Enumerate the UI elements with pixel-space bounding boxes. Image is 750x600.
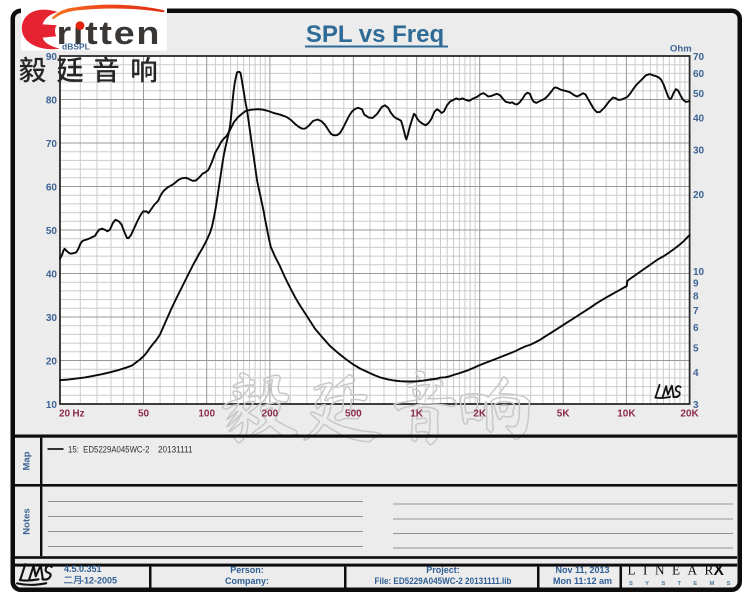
svg-text:4: 4	[693, 368, 699, 379]
svg-text:3: 3	[693, 400, 699, 411]
svg-text:20131111: 20131111	[158, 445, 193, 455]
svg-text:X: X	[714, 562, 725, 579]
svg-text:40: 40	[46, 269, 58, 280]
svg-text:70: 70	[46, 139, 58, 150]
svg-text:10: 10	[46, 400, 58, 411]
svg-text:100: 100	[198, 409, 215, 420]
svg-text:SPL vs Freq: SPL vs Freq	[306, 21, 444, 48]
svg-text:90: 90	[46, 52, 58, 63]
svg-text:10: 10	[693, 267, 705, 278]
svg-text:500: 500	[345, 409, 362, 420]
svg-text:80: 80	[46, 95, 58, 106]
svg-text:4.5.0.351: 4.5.0.351	[64, 564, 102, 574]
svg-text:70: 70	[693, 52, 705, 63]
svg-text:Project:: Project:	[426, 565, 460, 575]
svg-text:20: 20	[46, 356, 58, 367]
svg-text:5K: 5K	[557, 409, 571, 420]
svg-text:Nov 11, 2013: Nov 11, 2013	[555, 565, 609, 575]
svg-text:7: 7	[693, 306, 699, 317]
svg-text:50: 50	[46, 226, 58, 237]
svg-text:Person:: Person:	[230, 565, 264, 575]
svg-text:40: 40	[693, 114, 705, 125]
svg-text:30: 30	[46, 313, 58, 324]
svg-text:Company:: Company:	[225, 576, 269, 586]
svg-text:15: ED5229A045WC-2: 15: ED5229A045WC-2	[68, 445, 150, 455]
svg-text:10K: 10K	[617, 409, 636, 420]
svg-text:SYSTEMS: SYSTEMS	[629, 581, 743, 587]
svg-text:rıtten: rıtten	[57, 16, 162, 52]
svg-text:LINEAR: LINEAR	[628, 563, 721, 578]
svg-text:200: 200	[262, 409, 279, 420]
svg-text:Notes: Notes	[22, 508, 33, 534]
svg-text:20: 20	[693, 190, 705, 201]
svg-text:6: 6	[693, 323, 699, 334]
svg-text:-12-2005: -12-2005	[81, 576, 117, 586]
svg-text:8: 8	[693, 291, 699, 302]
svg-text:20K: 20K	[680, 409, 699, 420]
svg-text:5: 5	[693, 343, 699, 354]
svg-text:30: 30	[693, 145, 705, 156]
svg-text:Mon 11:12 am: Mon 11:12 am	[553, 576, 612, 586]
svg-text:50: 50	[138, 409, 150, 420]
svg-text:Hz: Hz	[72, 409, 84, 420]
svg-text:Map: Map	[22, 451, 33, 470]
svg-text:20: 20	[59, 409, 71, 420]
svg-text:Ohm: Ohm	[670, 44, 692, 55]
svg-text:50: 50	[693, 89, 705, 100]
svg-text:1K: 1K	[410, 409, 424, 420]
svg-text:File: ED5229A045WC-2 20131111.: File: ED5229A045WC-2 20131111.lib	[375, 576, 512, 586]
svg-text:60: 60	[693, 69, 705, 80]
svg-text:60: 60	[46, 182, 58, 193]
svg-text:2K: 2K	[473, 409, 487, 420]
svg-text:dBSPL: dBSPL	[62, 42, 90, 52]
svg-text:9: 9	[693, 278, 699, 289]
